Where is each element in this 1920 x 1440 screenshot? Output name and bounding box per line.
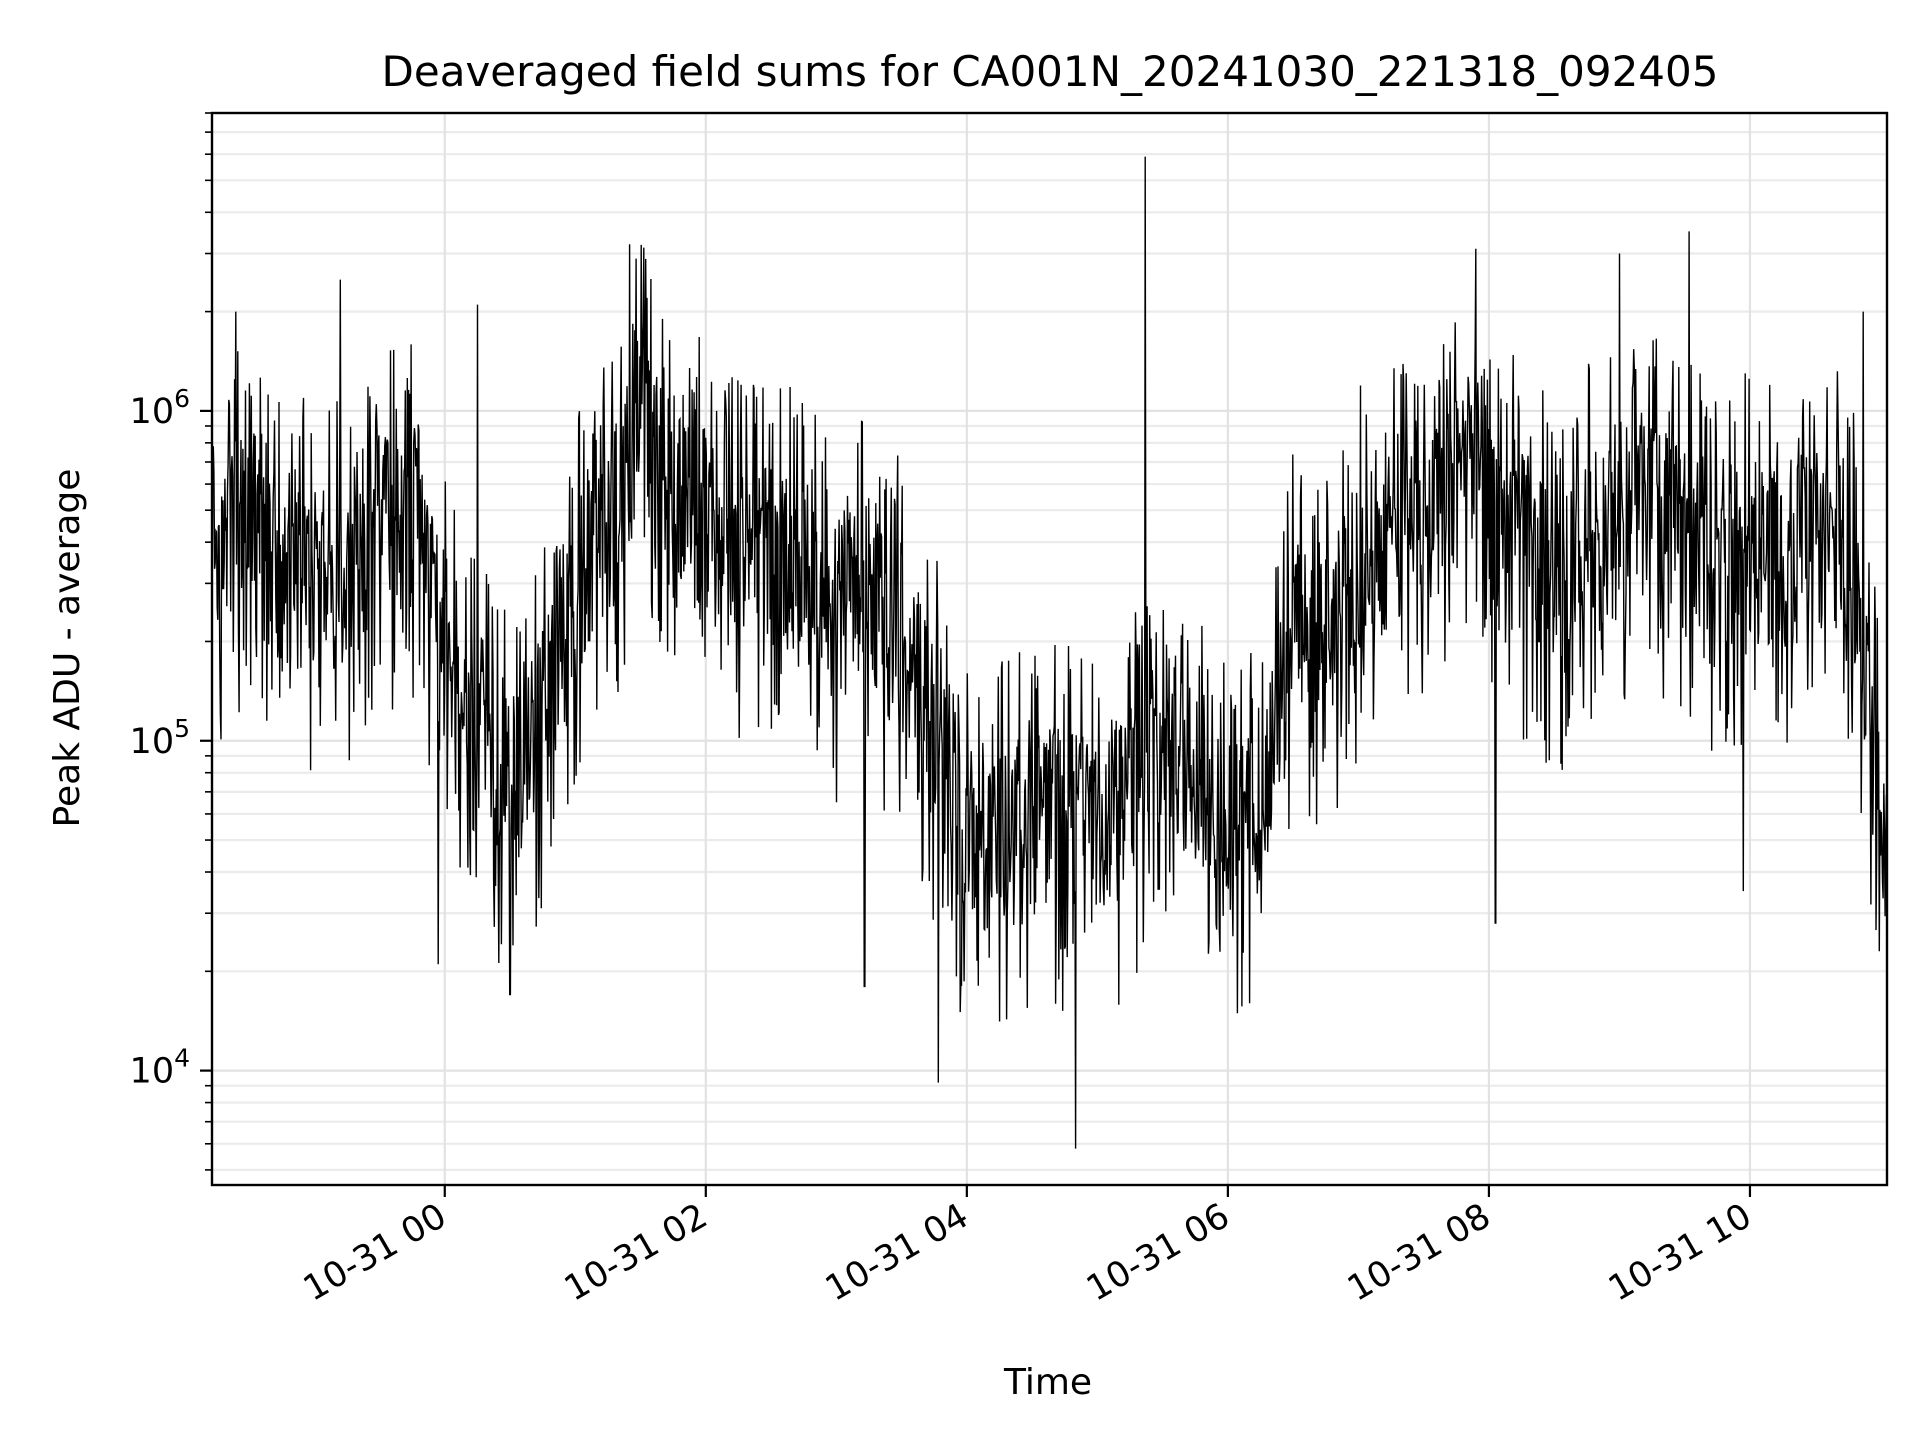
y-axis-label: Peak ADU - average [47, 469, 88, 828]
y-tick-label: 106 [130, 384, 190, 432]
x-axis-label: Time [1003, 1362, 1092, 1403]
x-grid [443, 113, 1752, 1185]
y-axis-ticks: 104 105 106 [130, 112, 212, 1171]
y-tick-label: 104 [130, 1044, 190, 1092]
series-line [212, 156, 1887, 1149]
plot-frame [210, 111, 1889, 1187]
chart-title: Deaveraged field sums for CA001N_2024103… [382, 47, 1719, 96]
plot-area [210, 111, 1889, 1187]
y-tick-label: 105 [130, 714, 190, 762]
